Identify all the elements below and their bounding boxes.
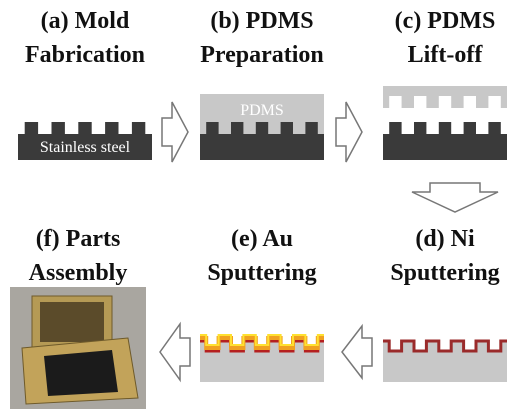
coating xyxy=(200,335,324,345)
arrow-right xyxy=(336,102,362,162)
steel-mold xyxy=(200,122,324,160)
arrow-right xyxy=(162,102,188,162)
coating xyxy=(383,341,507,351)
step-title: Lift-off xyxy=(408,42,484,68)
pdms-layer xyxy=(383,86,507,108)
step-title: (f) Parts xyxy=(36,226,121,252)
material-label: Stainless steel xyxy=(40,139,131,156)
step-title: (c) PDMS xyxy=(395,8,496,34)
arrow-down xyxy=(412,183,498,212)
step-title: Sputtering xyxy=(207,260,316,286)
assembly-photo xyxy=(10,287,146,409)
step-title: (a) Mold xyxy=(41,8,130,34)
step-title: Preparation xyxy=(200,42,324,68)
steel-mold xyxy=(383,122,507,160)
step-title: Fabrication xyxy=(25,42,145,68)
step-title: (d) Ni xyxy=(415,226,475,252)
arrow-left xyxy=(342,326,372,378)
step-title: Sputtering xyxy=(390,260,499,286)
step-title: (e) Au xyxy=(231,226,293,252)
step-title: (b) PDMS xyxy=(210,8,313,34)
step-title: Assembly xyxy=(29,260,128,286)
process-diagram: (a) Mold Fabrication (b) PDMS Preparatio… xyxy=(0,0,515,412)
material-label: PDMS xyxy=(240,102,284,119)
arrow-left xyxy=(160,324,190,380)
